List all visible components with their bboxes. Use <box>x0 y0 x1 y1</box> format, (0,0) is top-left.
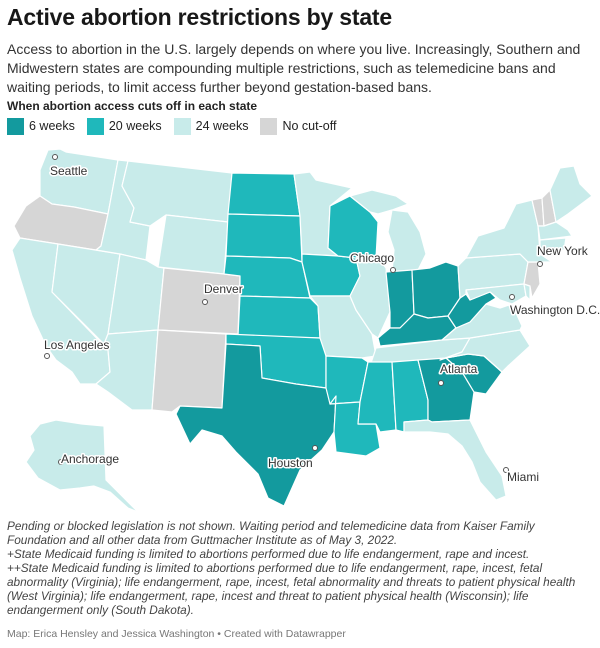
legend-swatch-20-weeks <box>86 117 104 135</box>
legend-item-6-weeks: 6 weeks <box>7 117 75 135</box>
city-chicago: Chicago <box>349 250 396 273</box>
city-miami-dot <box>503 467 509 473</box>
legend-swatch-6-weeks <box>7 117 24 135</box>
city-miami: Miami <box>503 467 541 486</box>
city-new-york: New York <box>536 243 590 267</box>
city-chicago-dot <box>390 267 396 273</box>
city-atlanta-label: Atlanta <box>440 362 478 376</box>
city-anchorage-label: Anchorage <box>61 452 119 466</box>
city-washington-dc: Washington D.C. <box>509 294 600 319</box>
city-miami-label: Miami <box>507 470 539 484</box>
state-delaware[interactable] <box>523 283 531 301</box>
legend-label-no-cutoff: No cut-off <box>282 119 337 133</box>
city-los-angeles-dot <box>44 353 50 359</box>
us-map: Seattle Chicago New York Denver Washingt… <box>11 148 600 513</box>
legend-item-20-weeks: 20 weeks <box>86 117 162 135</box>
city-new-york-dot <box>537 261 543 267</box>
city-houston-label: Houston <box>268 456 313 470</box>
state-kansas[interactable] <box>237 295 321 339</box>
state-new-york[interactable] <box>465 199 553 263</box>
legend-item-24-weeks: 24 weeks <box>173 117 249 135</box>
city-anchorage: Anchorage <box>58 451 121 468</box>
state-wyoming[interactable] <box>157 214 229 275</box>
city-los-angeles: Los Angeles <box>43 337 111 359</box>
city-denver-label: Denver <box>204 282 243 296</box>
legend: 6 weeks 20 weeks 24 weeks No cut-off <box>7 117 348 135</box>
city-denver-dot <box>202 299 208 305</box>
footnote-medicaid-plus-plus: ++State Medicaid funding is limited to a… <box>7 561 576 617</box>
legend-swatch-no-cutoff <box>260 117 278 135</box>
city-washington-dc-label: Washington D.C. <box>510 303 600 317</box>
city-seattle-dot <box>52 154 58 160</box>
legend-item-no-cutoff: No cut-off <box>260 117 337 135</box>
state-new-mexico[interactable] <box>151 329 227 413</box>
city-los-angeles-label: Los Angeles <box>44 338 109 352</box>
city-atlanta: Atlanta <box>438 361 479 386</box>
legend-label-6-weeks: 6 weeks <box>29 119 75 133</box>
legend-swatch-24-weeks <box>173 117 191 135</box>
city-seattle: Seattle <box>49 154 89 180</box>
city-new-york-label: New York <box>537 244 589 258</box>
city-houston-dot <box>312 445 318 451</box>
city-houston: Houston <box>267 445 318 472</box>
state-kentucky[interactable] <box>377 313 457 347</box>
state-colorado[interactable] <box>157 267 241 335</box>
legend-label-24-weeks: 24 weeks <box>195 119 249 133</box>
state-florida[interactable] <box>403 419 507 501</box>
city-atlanta-dot <box>438 380 444 386</box>
state-maine[interactable] <box>549 165 593 223</box>
state-connecticut[interactable] <box>539 237 567 255</box>
chart-title: Active abortion restrictions by state <box>7 4 392 30</box>
state-alaska[interactable] <box>25 419 139 513</box>
state-texas[interactable] <box>175 343 337 507</box>
state-south-dakota[interactable] <box>225 213 303 263</box>
state-michigan-upper[interactable] <box>349 189 409 215</box>
state-north-carolina[interactable] <box>439 329 531 373</box>
map-credit: Map: Erica Hensley and Jessica Washingto… <box>7 628 346 640</box>
footnote-medicaid-plus: +State Medicaid funding is limited to ab… <box>7 547 530 561</box>
map-states <box>11 148 593 513</box>
state-north-dakota[interactable] <box>227 172 301 217</box>
footnotes: Pending or blocked legislation is not sh… <box>7 519 595 617</box>
city-seattle-label: Seattle <box>50 164 88 178</box>
city-washington-dc-dot <box>509 294 515 300</box>
legend-label-20-weeks: 20 weeks <box>108 119 162 133</box>
legend-title: When abortion access cuts off in each st… <box>7 99 258 113</box>
state-illinois[interactable] <box>349 257 391 339</box>
city-anchorage-dot <box>58 459 64 465</box>
city-markers: Seattle Chicago New York Denver Washingt… <box>43 154 600 486</box>
city-chicago-label: Chicago <box>350 251 394 265</box>
footnote-source: Pending or blocked legislation is not sh… <box>7 519 535 547</box>
chart-subtitle: Access to abortion in the U.S. largely d… <box>7 41 581 95</box>
city-denver: Denver <box>202 281 244 305</box>
